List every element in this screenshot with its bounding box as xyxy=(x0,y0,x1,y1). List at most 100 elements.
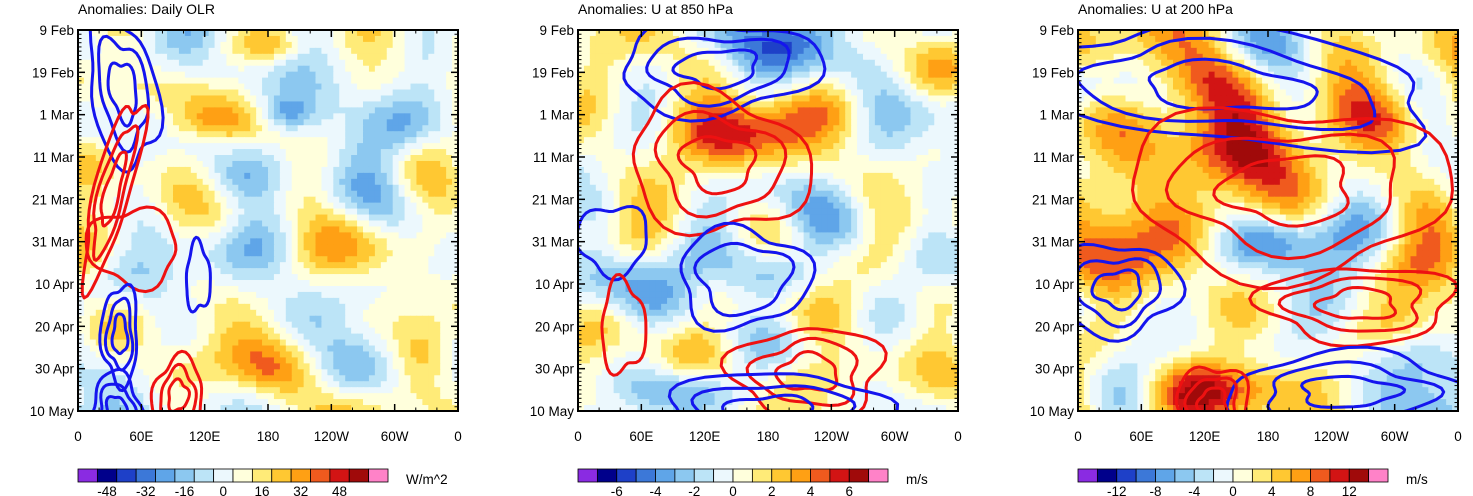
field-cell xyxy=(173,71,180,79)
field-cell xyxy=(309,143,317,150)
field-cell xyxy=(809,35,817,43)
field-cell xyxy=(268,65,275,73)
field-cell xyxy=(738,59,745,67)
field-cell xyxy=(619,65,627,73)
field-cell xyxy=(273,250,281,257)
field-cell xyxy=(101,238,109,245)
field-cell xyxy=(386,155,394,162)
field-cell xyxy=(815,41,823,49)
field-cell xyxy=(339,303,346,311)
field-cell xyxy=(202,297,210,305)
field-cell xyxy=(155,35,162,43)
colorbar-swatch xyxy=(135,468,156,483)
field-cell xyxy=(119,244,127,251)
field-cell xyxy=(428,280,435,287)
field-cell xyxy=(386,381,394,388)
field-cell xyxy=(268,190,275,198)
field-cell xyxy=(416,274,423,281)
field-cell xyxy=(107,47,115,55)
field-cell xyxy=(416,71,423,79)
field-cell xyxy=(131,59,138,67)
field-cell xyxy=(357,274,364,281)
field-cell xyxy=(262,321,269,329)
field-cell xyxy=(440,77,447,85)
field-cell xyxy=(238,160,245,168)
field-cell xyxy=(101,321,109,329)
field-cell xyxy=(315,363,323,370)
field-cell xyxy=(89,291,97,299)
field-cell xyxy=(857,47,864,55)
field-cell xyxy=(392,196,400,204)
field-cell xyxy=(315,155,323,162)
field-cell xyxy=(238,393,245,400)
field-cell xyxy=(327,149,334,156)
field-cell xyxy=(131,238,138,245)
field-cell xyxy=(173,303,180,311)
field-cell xyxy=(321,71,328,79)
field-cell xyxy=(398,274,406,281)
field-cell xyxy=(374,143,382,150)
field-cell xyxy=(89,172,97,180)
field-cell xyxy=(131,41,138,49)
field-cell xyxy=(256,178,263,186)
field-cell xyxy=(428,83,435,91)
field-cell xyxy=(374,309,382,317)
field-cell xyxy=(226,166,233,174)
field-cell xyxy=(167,41,174,49)
field-cell xyxy=(410,381,418,388)
field-cell xyxy=(744,65,751,73)
field-cell xyxy=(649,47,656,55)
field-cell xyxy=(386,95,394,103)
field-cell xyxy=(143,172,150,180)
field-cell xyxy=(762,53,769,61)
field-cell xyxy=(327,202,334,210)
field-cell xyxy=(297,65,305,73)
field-cell xyxy=(851,30,858,37)
field-cell xyxy=(285,285,293,293)
field-cell xyxy=(351,41,358,49)
field-cell xyxy=(380,47,388,55)
field-cell xyxy=(89,137,97,144)
field-cell xyxy=(250,113,257,120)
field-cell xyxy=(422,149,429,156)
field-cell xyxy=(797,83,805,91)
field-cell xyxy=(178,166,186,174)
field-cell xyxy=(345,220,352,228)
field-cell xyxy=(178,53,186,61)
field-cell xyxy=(143,387,150,394)
field-cell xyxy=(137,178,144,186)
field-cell xyxy=(190,172,198,180)
field-cell xyxy=(232,405,239,412)
field-cell xyxy=(173,149,180,156)
field-cell xyxy=(357,196,364,204)
field-cell xyxy=(238,381,245,388)
field-cell xyxy=(137,160,144,168)
field-cell xyxy=(351,405,358,412)
field-cell xyxy=(238,262,245,269)
field-cell xyxy=(268,268,275,275)
field-cell xyxy=(273,41,281,49)
field-cell xyxy=(404,149,412,156)
field-cell xyxy=(446,125,453,132)
field-cell xyxy=(392,125,400,132)
field-cell xyxy=(262,89,269,97)
field-cell xyxy=(452,131,459,138)
colorbar-tick-label: 32 xyxy=(293,484,308,496)
field-cell xyxy=(119,321,127,329)
field-cell xyxy=(351,95,358,103)
field-cell xyxy=(297,143,305,150)
field-cell xyxy=(345,59,352,67)
field-cell xyxy=(113,47,121,55)
field-cell xyxy=(303,274,311,281)
field-cell xyxy=(380,321,388,329)
field-cell xyxy=(315,107,323,114)
field-cell xyxy=(649,30,656,37)
field-cell xyxy=(452,309,459,317)
negative-contour xyxy=(184,235,212,314)
field-cell xyxy=(226,184,233,192)
field-cell xyxy=(363,190,370,198)
negative-contour xyxy=(103,296,135,372)
field-cell xyxy=(327,274,334,281)
field-cell xyxy=(285,77,293,85)
field-cell xyxy=(173,196,180,204)
